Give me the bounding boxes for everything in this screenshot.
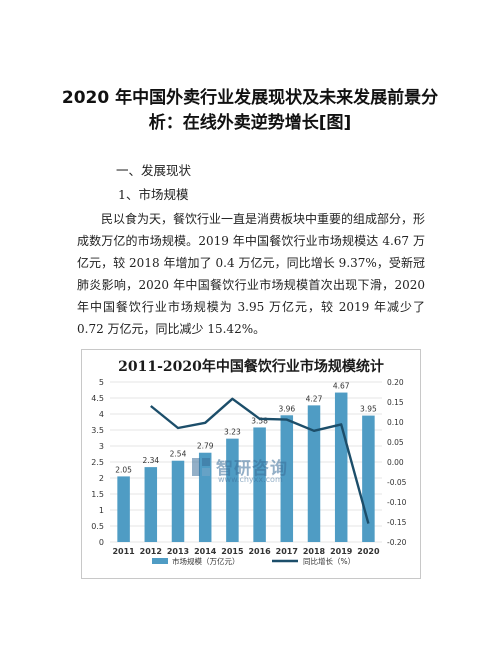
x-tick-label: 2018 — [303, 547, 326, 556]
x-tick-label: 2017 — [276, 547, 298, 556]
y-right-tick-label: 0.00 — [387, 458, 404, 467]
legend-line-label: 同比增长（%） — [303, 556, 355, 566]
section-heading: 一、发展现状 — [116, 163, 192, 178]
x-tick-label: 2020 — [357, 547, 380, 556]
bar — [226, 438, 239, 542]
y-right-tick-label: 0.05 — [387, 438, 404, 447]
y-left-tick-label: 2.5 — [91, 458, 104, 467]
bar-data-label: 2.34 — [142, 456, 159, 465]
body-paragraph: 民以食为天，餐饮行业一直是消费板块中重要的组成部分，形成数万亿的市场规模。201… — [77, 212, 426, 336]
bar-data-label: 3.23 — [224, 428, 241, 437]
growth-series-line — [150, 397, 370, 524]
bar — [334, 392, 348, 542]
chyxx-logo-icon — [192, 458, 210, 476]
y-left-tick-label: 3.5 — [91, 426, 104, 435]
bar-data-label: 4.67 — [333, 382, 350, 391]
watermark: 智研咨询 www.chyxx.com — [190, 454, 340, 484]
x-tick-label: 2015 — [221, 547, 244, 556]
y-left-tick-label: 0.5 — [91, 522, 104, 531]
x-tick-label: 2012 — [140, 547, 162, 556]
y-left-tick-label: 2 — [99, 474, 104, 483]
x-tick-label: 2013 — [167, 547, 189, 556]
watermark-text: 智研咨询 — [216, 459, 288, 479]
y-right-tick-label: 0.10 — [387, 418, 404, 427]
bar-data-label: 3.96 — [278, 404, 295, 413]
y-right-tick-label: 0.15 — [387, 398, 404, 407]
x-tick-label: 2014 — [194, 547, 217, 556]
bar — [280, 415, 294, 542]
y-left-tick-label: 1 — [99, 506, 104, 515]
bar-data-label: 2.05 — [115, 465, 132, 474]
y-left-tick-label: 5 — [99, 378, 104, 387]
y-right-tick-label: -0.05 — [387, 478, 407, 487]
y-left-tick-label: 0 — [99, 538, 104, 547]
legend-bar-swatch — [152, 558, 168, 564]
watermark-url: www.chyxx.com — [218, 475, 283, 484]
y-right-tick-label: -0.10 — [387, 498, 407, 507]
y-right-tick-label: -0.15 — [387, 518, 407, 527]
y-right-tick-label: -0.20 — [387, 538, 407, 547]
bar-data-label: 2.79 — [197, 442, 214, 451]
bar-data-label: 3.58 — [251, 416, 268, 425]
x-tick-label: 2011 — [112, 547, 135, 556]
bar — [144, 467, 158, 542]
chart-figure: 0 0.5 1 1.5 2 2.5 3 3.5 4 4.5 5 -0.20 -0.15 -0.10 -0.0… — [81, 349, 421, 579]
bar-data-label: 4.27 — [306, 394, 323, 403]
y-right-tick-label: 0.20 — [387, 378, 404, 387]
y-left-tick-label: 4.5 — [91, 394, 104, 403]
article-title: 2020 年中国外卖行业发展现状及未来发展前景分析：在线外卖逆势增长[图] — [61, 88, 439, 133]
legend-bar-label: 市场规模（万亿元） — [172, 556, 240, 566]
subsection-heading: 1、市场规模 — [118, 187, 189, 202]
x-tick-label: 2019 — [330, 547, 353, 556]
bar-data-label: 3.95 — [360, 405, 377, 414]
x-tick-label: 2016 — [248, 547, 271, 556]
bar — [253, 427, 266, 542]
bar — [307, 405, 321, 542]
y-left-tick-label: 3 — [99, 442, 104, 451]
y-left-tick-label: 4 — [99, 410, 104, 419]
bar — [117, 476, 130, 542]
bar-data-label: 2.54 — [170, 450, 187, 459]
y-left-tick-label: 1.5 — [91, 490, 104, 499]
chart-title: 2011-2020年中国餐饮行业市场规模统计 — [118, 359, 384, 375]
bar — [171, 460, 185, 542]
